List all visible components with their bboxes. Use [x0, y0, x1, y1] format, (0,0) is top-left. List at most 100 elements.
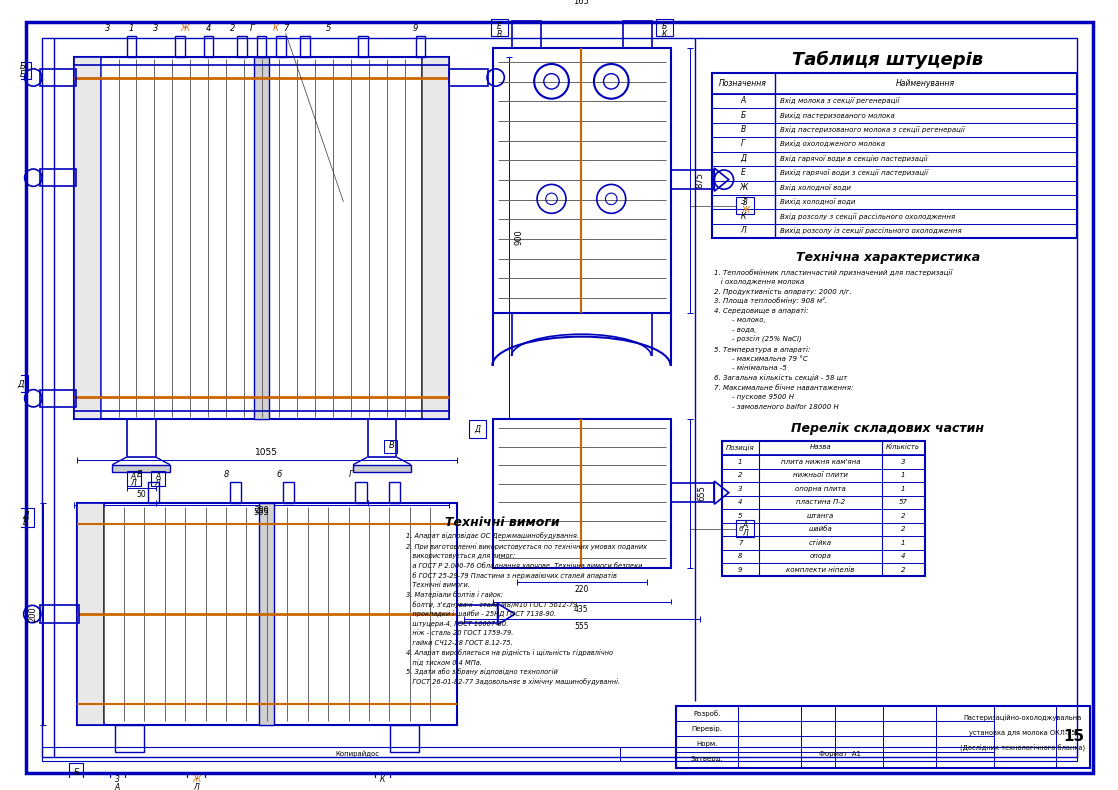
Text: Л: Л — [131, 479, 136, 487]
Text: 8: 8 — [738, 553, 742, 559]
Bar — [416, 36, 425, 58]
Text: 3: 3 — [742, 198, 748, 207]
Text: Технічні вимоги.: Технічні вимоги. — [406, 582, 470, 588]
Text: 6: 6 — [276, 470, 282, 479]
Text: 2: 2 — [738, 472, 742, 478]
Bar — [276, 36, 286, 58]
Bar — [115, 724, 144, 752]
Text: ніж - сталь 20 ГОСТ 1759-79.: ніж - сталь 20 ГОСТ 1759-79. — [406, 630, 513, 636]
Text: гайки СЧ12-28 ГОСТ 8.12-75.: гайки СЧ12-28 ГОСТ 8.12-75. — [406, 640, 513, 646]
Bar — [358, 36, 368, 58]
Bar — [675, 705, 1090, 768]
Bar — [671, 170, 714, 190]
Bar — [423, 58, 449, 419]
Text: 435: 435 — [574, 604, 589, 614]
Bar — [69, 763, 84, 781]
Text: штанга: штанга — [807, 513, 834, 519]
Text: 2. Продуктивність апарату: 2000 л/г.: 2. Продуктивність апарату: 2000 л/г. — [714, 288, 852, 295]
Text: 5. Здати або зібрану відповідно технологій: 5. Здати або зібрану відповідно технолог… — [406, 668, 558, 675]
Bar — [623, 21, 652, 47]
Text: - розсіл (25% NaCl): - розсіл (25% NaCl) — [714, 336, 802, 343]
Text: Кількість: Кількість — [887, 445, 920, 450]
Text: З: З — [741, 198, 746, 206]
Text: 4: 4 — [901, 553, 906, 559]
Text: 290: 290 — [254, 506, 268, 514]
Text: - молоко,: - молоко, — [714, 318, 766, 323]
Text: Назва: Назва — [809, 445, 831, 450]
Text: Вхід молока з секції регенерації: Вхід молока з секції регенерації — [780, 97, 899, 104]
Text: Найменування: Найменування — [896, 79, 955, 88]
Text: використовується для вимог:: використовується для вимог: — [406, 553, 515, 559]
Text: 2: 2 — [901, 566, 906, 573]
Text: 1: 1 — [901, 540, 906, 546]
Text: К: К — [662, 30, 667, 39]
Text: 4: 4 — [206, 24, 211, 33]
Bar — [74, 58, 101, 419]
Text: Вхід пастеризованого молока з секції регенерації: Вхід пастеризованого молока з секції рег… — [780, 126, 965, 133]
Text: 875: 875 — [695, 171, 704, 187]
Text: 1. Теплообмінник пластинчастий призначений для пастеризації: 1. Теплообмінник пластинчастий призначен… — [714, 269, 953, 276]
Text: болти, з'єднувачі - сталь М8/М10 ГОСТ 5612-79.: болти, з'єднувачі - сталь М8/М10 ГОСТ 56… — [406, 601, 579, 608]
Text: Норм.: Норм. — [695, 741, 718, 747]
Text: Вихід гарячої води з секції пастеризації: Вихід гарячої води з секції пастеризації — [780, 169, 928, 176]
Text: 2: 2 — [901, 526, 906, 532]
Text: Позиція: Позиція — [726, 444, 755, 451]
Text: під тиском 0,4 МПа.: під тиском 0,4 МПа. — [406, 659, 482, 666]
Text: 3: 3 — [901, 459, 906, 465]
Text: 4: 4 — [738, 499, 742, 506]
Text: 1: 1 — [901, 486, 906, 492]
Text: В: В — [740, 125, 746, 134]
Text: 5: 5 — [326, 24, 332, 33]
Text: 57: 57 — [899, 499, 908, 506]
Text: установка для молока ОКЛ-25: установка для молока ОКЛ-25 — [969, 729, 1076, 735]
Bar — [111, 773, 125, 790]
Text: пластина П-2: пластина П-2 — [796, 499, 845, 506]
Text: нижньої плити: нижньої плити — [793, 472, 847, 478]
Bar — [15, 375, 28, 393]
Text: - пускове 9500 Н: - пускове 9500 Н — [714, 394, 794, 401]
Bar — [512, 21, 541, 47]
Bar — [376, 773, 390, 790]
Text: 3: 3 — [105, 24, 111, 33]
Text: Розроб.: Розроб. — [693, 710, 720, 717]
Text: - вода,: - вода, — [714, 327, 757, 333]
Text: (Дослідник технологічного бланка): (Дослідник технологічного бланка) — [960, 744, 1086, 751]
Text: Д: Д — [18, 379, 23, 389]
Text: Перевір.: Перевір. — [691, 725, 722, 732]
Text: Д: Д — [740, 154, 746, 163]
Text: 7: 7 — [283, 24, 288, 33]
Bar — [112, 465, 170, 472]
Bar — [40, 169, 76, 186]
Text: шайба: шайба — [808, 526, 832, 532]
Text: Г: Г — [249, 24, 254, 33]
Text: Вихід охолодженого молока: Вихід охолодженого молока — [780, 141, 884, 148]
Bar — [712, 73, 1077, 239]
Bar — [40, 389, 76, 407]
Text: 1: 1 — [901, 472, 906, 478]
Bar — [40, 69, 76, 86]
Text: штуцери-4, ГОСТ 10007-80.: штуцери-4, ГОСТ 10007-80. — [406, 621, 509, 626]
Text: - мінімальна -5: - мінімальна -5 — [714, 366, 787, 371]
Text: 1055: 1055 — [255, 448, 278, 457]
Bar — [148, 482, 160, 503]
Text: Формат  А1: Формат А1 — [818, 750, 861, 757]
Text: а ГОСТ Р 2.000-76 Обладнання харчове. Технічна вимоги безпеки.: а ГОСТ Р 2.000-76 Обладнання харчове. Те… — [406, 562, 645, 570]
Text: Ж: Ж — [180, 24, 189, 33]
Bar — [353, 465, 411, 472]
Text: 15: 15 — [1063, 729, 1084, 744]
Text: Л: Л — [193, 783, 199, 790]
Text: 9: 9 — [738, 566, 742, 573]
Bar — [491, 19, 509, 36]
Text: 165: 165 — [574, 0, 589, 6]
Text: 4. Апарат виробляється на рідність і щільність гідравлічно: 4. Апарат виробляється на рідність і щіл… — [406, 649, 613, 656]
Bar — [188, 773, 205, 790]
Text: А: А — [740, 96, 746, 105]
Text: Технічні вимоги: Технічні вимоги — [445, 516, 560, 529]
Text: Ж: Ж — [739, 182, 747, 192]
Text: В: В — [496, 30, 502, 39]
Text: ГОСТ 26-01-82-77 Задовольняє в хімічну машинобудуванні.: ГОСТ 26-01-82-77 Задовольняє в хімічну м… — [406, 678, 620, 685]
Text: 555: 555 — [574, 622, 589, 631]
Bar — [737, 197, 754, 214]
Text: Технічна характеристика: Технічна характеристика — [796, 251, 979, 264]
Bar — [151, 472, 165, 486]
